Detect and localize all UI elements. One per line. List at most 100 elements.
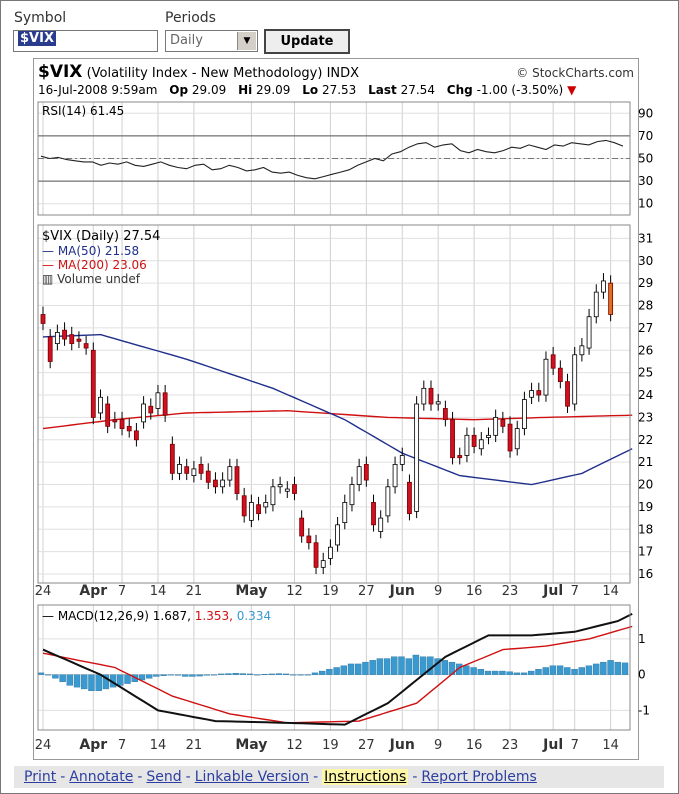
symbol-input-value: $VIX [18, 31, 56, 46]
candle-body [177, 464, 182, 474]
candle-body [47, 336, 53, 362]
footer-separator: - [60, 769, 66, 785]
rsi-tick-label: 50 [638, 152, 653, 166]
x-tick-label: Apr [79, 737, 107, 753]
macd-histogram-bar [506, 671, 513, 675]
footer-link-report-problems[interactable]: Report Problems [421, 769, 537, 785]
macd-histogram-bar [383, 658, 391, 675]
price-stats: 16-Jul-2008 9:59am Op 29.09 Hi 29.09 Lo … [38, 83, 576, 97]
macd-histogram-bar [95, 674, 102, 691]
macd-histogram-bar [160, 674, 167, 676]
macd-histogram-bar [232, 673, 239, 675]
macd-histogram-bar [585, 665, 593, 675]
rsi-label: RSI(14) 61.45 [42, 104, 124, 118]
macd-frame [37, 604, 631, 731]
candle-body [148, 405, 154, 414]
candle-body [536, 390, 542, 396]
x-tick-label: Jul [542, 737, 563, 753]
footer-link-send[interactable]: Send [146, 769, 182, 785]
periods-select-value: Daily [170, 33, 203, 48]
macd-histogram-bar [246, 673, 254, 675]
macd-histogram-bar [66, 674, 74, 686]
x-tick-label: 21 [186, 584, 203, 599]
macd-tick-label: 1 [638, 632, 646, 646]
symbol-input[interactable]: $VIX [13, 30, 158, 52]
macd-tick-label: -1 [638, 703, 650, 717]
x-tick-label: 16 [466, 738, 483, 753]
x-tick-label: 21 [186, 738, 203, 753]
rsi-tick-label: 10 [638, 197, 653, 211]
macd-value: 1.687, [153, 609, 195, 623]
candle-body [557, 367, 563, 383]
periods-label: Periods [165, 10, 216, 26]
macd-histogram-bar [614, 661, 621, 675]
footer-separator: - [137, 769, 143, 785]
candle-body [371, 502, 376, 526]
macd-label: — MACD(12,26,9) 1.687, 1.353, 0.334 [42, 609, 271, 623]
x-tick-label: Jun [389, 583, 415, 599]
macd-label-name: — MACD(12,26,9) [42, 609, 153, 623]
candle-body [198, 464, 204, 474]
macd-histogram-bar [355, 663, 362, 675]
x-tick-label: 9 [434, 738, 442, 753]
footer-link-linkable-version[interactable]: Linkable Version [194, 769, 310, 785]
macd-histogram-bar [528, 670, 535, 675]
macd-histogram-bar [455, 663, 463, 675]
candle-body [392, 464, 398, 488]
x-tick-label: 14 [602, 738, 619, 753]
macd-histogram-bar [275, 673, 283, 675]
macd-histogram-bar [463, 665, 470, 675]
price-tick-label: 16 [638, 567, 653, 581]
candle-body [593, 291, 599, 318]
chevron-down-icon[interactable]: ▼ [237, 32, 256, 50]
footer-link-instructions[interactable]: Instructions [322, 769, 409, 785]
x-tick-label: 12 [286, 738, 303, 753]
x-tick-label: May [235, 737, 267, 753]
x-tick-label: 27 [358, 738, 375, 753]
macd-histogram-bar [520, 672, 528, 675]
down-arrow-icon: ▼ [567, 83, 577, 97]
candle-body [62, 329, 67, 340]
macd-histogram-bar [225, 673, 232, 675]
candle-body [191, 468, 197, 477]
candle-body [90, 349, 96, 418]
candle-body [277, 484, 283, 488]
macd-histogram-bar [441, 660, 448, 675]
x-tick-label: Apr [79, 583, 107, 599]
candle-body [313, 542, 319, 568]
price-tick-label: 19 [638, 500, 653, 514]
macd-histogram-bar [167, 674, 174, 676]
candle-body [328, 546, 333, 559]
macd-histogram-bar [290, 674, 297, 676]
macd-histogram-bar [318, 670, 326, 675]
macd-histogram-bar [376, 658, 384, 675]
candle-body [514, 428, 520, 450]
candle-body [579, 345, 585, 356]
candle-body [586, 316, 592, 349]
candle-body [270, 486, 276, 506]
candle-body [385, 486, 391, 517]
macd-histogram-bar [427, 656, 434, 675]
macd-signal-value: 1.353, [195, 609, 237, 623]
stat-datetime: 16-Jul-2008 9:59am [38, 83, 158, 97]
macd-histogram-bar [37, 672, 45, 675]
macd-histogram-bar [138, 674, 146, 681]
periods-select[interactable]: Daily ▼ [165, 30, 258, 52]
candle-body [299, 517, 305, 537]
footer-link-annotate[interactable]: Annotate [69, 769, 134, 785]
candle-body [213, 479, 218, 488]
candle-body [69, 334, 75, 344]
candle-body [486, 434, 491, 438]
macd-histogram-value: 0.334 [237, 609, 271, 623]
price-tick-label: 21 [638, 455, 653, 469]
macd-histogram-bar [59, 674, 66, 682]
candle-body [134, 430, 139, 441]
macd-histogram-bar [73, 674, 81, 688]
macd-histogram-bar [311, 672, 319, 675]
macd-histogram-bar [542, 667, 549, 675]
symbol-label: Symbol [14, 10, 67, 26]
macd-histogram-bar [600, 661, 607, 675]
chart-title: $VIX (Volatility Index - New Methodology… [38, 62, 359, 82]
footer-link-print[interactable]: Print [24, 769, 57, 785]
update-button[interactable]: Update [264, 29, 350, 54]
